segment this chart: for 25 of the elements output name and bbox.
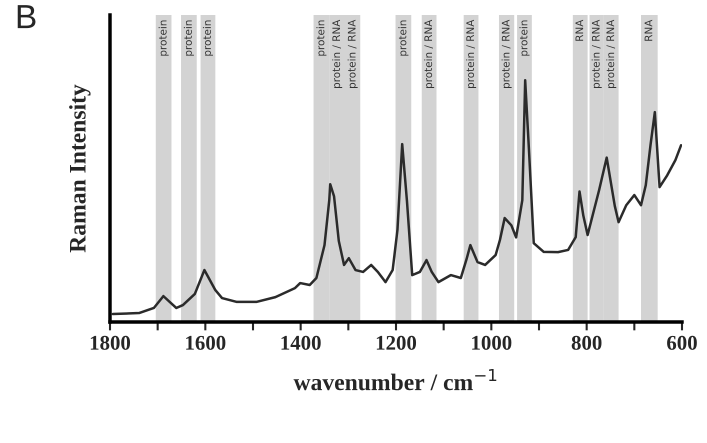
band-label: protein / RNA [502,20,512,88]
band-label: protein / RNA [348,20,358,88]
band-label: protein [184,20,194,56]
band-label: protein / RNA [424,20,434,88]
band-label: protein / RNA [606,20,616,88]
band-label: RNA [644,20,652,41]
band-label: protein [519,20,530,56]
x-tick-label: 1200 [376,336,416,350]
x-tick-label: 800 [572,336,602,350]
text: B [18,5,36,28]
x-tick-label: 1800 [90,336,130,350]
band-label: protein [158,20,169,56]
x-tick-label: 1600 [186,336,226,350]
band-label: protein / RNA [466,20,476,88]
band-label: protein / RNA [332,20,342,88]
x-axis-title: wavenumber / cm$^{−1}$ [294,368,496,390]
x-tick-label: 1000 [472,336,512,350]
y-axis-title: Raman Intensity [69,84,91,252]
x-tick-label: 1400 [282,336,321,350]
x-tick-label: 600 [667,336,697,350]
band-label: protein [202,20,213,56]
band-label: protein [316,20,326,56]
band-label: RNA [576,20,584,41]
band-label: protein / RNA [592,20,602,88]
band-label: protein [398,20,408,56]
